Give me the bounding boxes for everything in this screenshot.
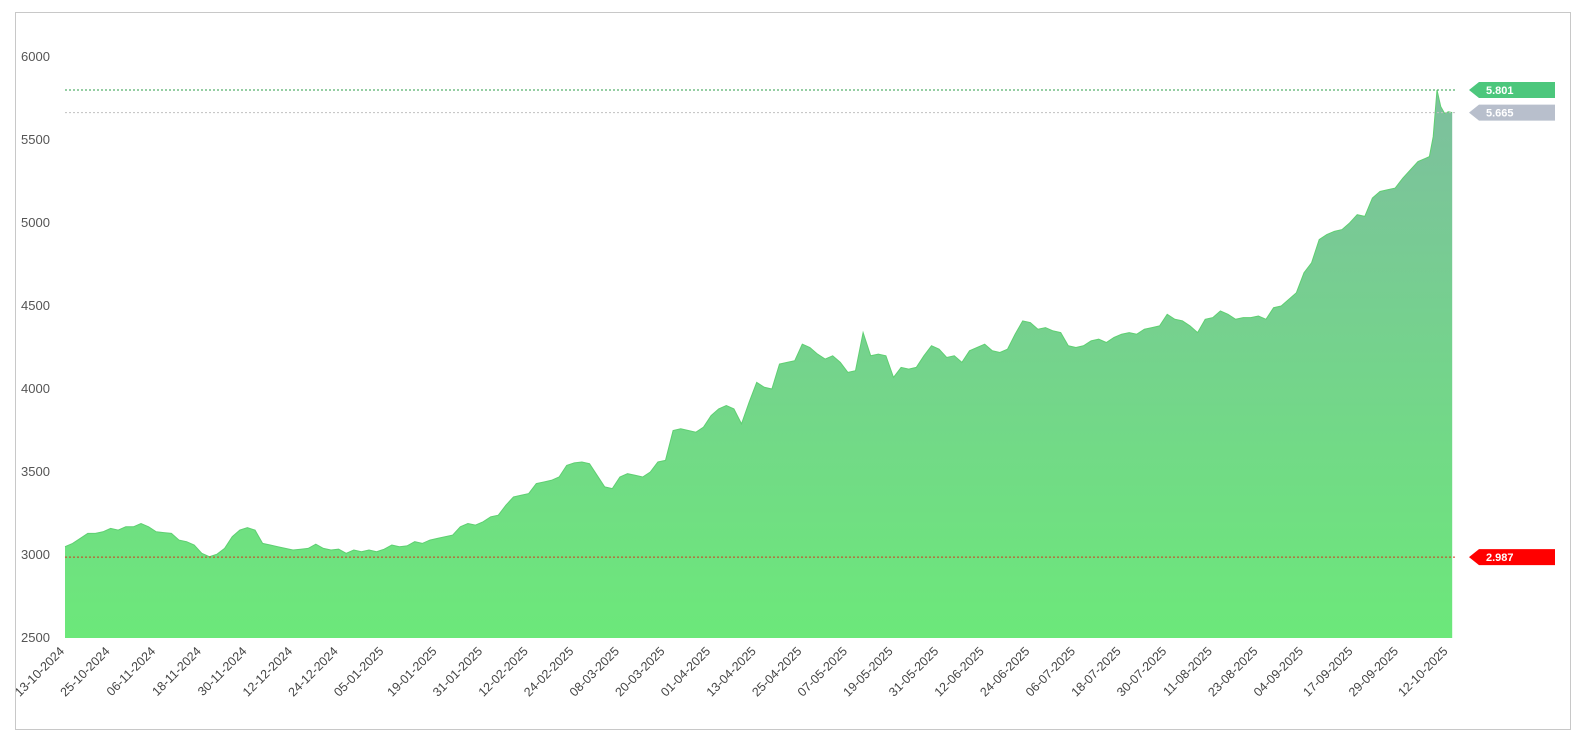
x-tick-label: 04-09-2025 bbox=[1251, 644, 1306, 699]
x-tick-label: 29-09-2025 bbox=[1346, 644, 1401, 699]
x-tick-label: 05-01-2025 bbox=[331, 644, 386, 699]
max-value-flag bbox=[1469, 82, 1555, 99]
y-tick-label: 5500 bbox=[21, 132, 50, 147]
chart-frame: 2500 3000 3500 4000 4500 5000 5500 6000 13-10-2… bbox=[15, 12, 1571, 730]
last-value-flag bbox=[1469, 104, 1555, 121]
min-value-label: 2.987 bbox=[1486, 552, 1514, 564]
x-tick-label: 30-07-2025 bbox=[1114, 644, 1169, 699]
x-tick-label: 25-10-2024 bbox=[58, 644, 113, 699]
last-value-label: 5.665 bbox=[1486, 108, 1514, 120]
area-fill bbox=[65, 90, 1453, 638]
y-tick-label: 6000 bbox=[21, 49, 50, 64]
y-tick-label: 2500 bbox=[21, 630, 50, 645]
max-value-label: 5.801 bbox=[1486, 85, 1514, 97]
area-line bbox=[64, 89, 1453, 558]
y-tick-label: 3500 bbox=[21, 464, 50, 479]
y-tick-label: 3000 bbox=[21, 547, 50, 562]
y-tick-label: 4500 bbox=[21, 298, 50, 313]
y-tick-label: 4000 bbox=[21, 381, 50, 396]
x-tick-label: 12-10-2025 bbox=[1395, 644, 1450, 699]
y-tick-label: 5000 bbox=[21, 215, 50, 230]
min-value-flag bbox=[1469, 549, 1555, 566]
